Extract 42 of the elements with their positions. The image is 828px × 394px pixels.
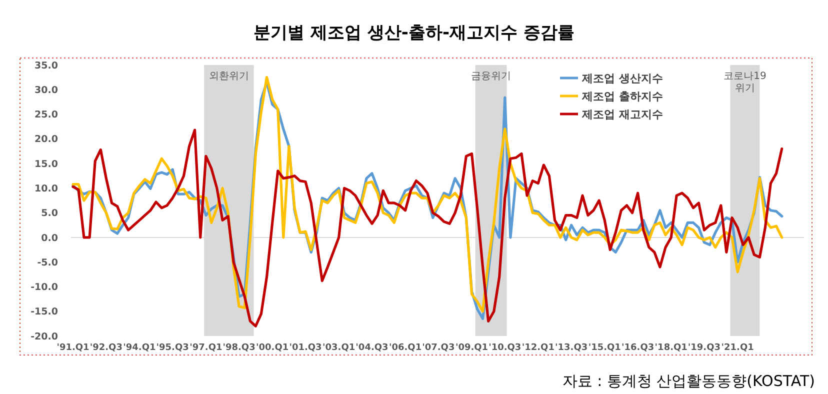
- y-tick-label: -10.0: [30, 282, 58, 294]
- x-tick-label: '97.Q1: [190, 343, 222, 353]
- legend-label: 제조업 출하지수: [581, 90, 663, 103]
- text: 자료 : 통계청 산업활동동향(KOSTAT): [562, 372, 815, 390]
- legend-label: 제조업 생산지수: [581, 72, 663, 85]
- x-tick-label: '94.Q1: [123, 343, 156, 353]
- x-tick-label: '00.Q1: [256, 343, 289, 353]
- line-series: [72, 128, 784, 328]
- x-tick-label: '07.Q3: [422, 343, 455, 353]
- x-tick-label: '10.Q3: [488, 343, 522, 353]
- y-tick-label: 20.0: [34, 134, 58, 146]
- x-tick-label: '03.Q1: [322, 343, 356, 353]
- x-tick-label: '01.Q3: [289, 343, 322, 353]
- y-tick-label: -15.0: [30, 306, 58, 318]
- x-tick-label: '21.Q1: [721, 343, 754, 353]
- y-tick-label: -20.0: [30, 331, 58, 342]
- chart-title: 분기별 제조업 생산-출하-재고지수 증감률: [254, 23, 574, 43]
- y-tick-label: 5.0: [41, 208, 58, 220]
- y-tick-label: -5.0: [37, 257, 58, 268]
- x-tick-label: '04.Q3: [356, 343, 388, 353]
- x-tick-label: '15.Q1: [588, 343, 621, 353]
- x-tick-label: '06.Q1: [388, 343, 422, 353]
- y-tick-label: 15.0: [34, 158, 58, 170]
- x-tick-label: '12.Q1: [522, 343, 554, 353]
- x-tick-label: '98.Q3: [222, 343, 256, 353]
- x-tick-label: '95.Q3: [156, 343, 189, 353]
- x-tick-label: '18.Q1: [654, 343, 688, 353]
- band-label: 코로나19 위기: [724, 71, 766, 94]
- x-tick-label: '92.Q3: [90, 343, 122, 353]
- y-tick-label: 25.0: [34, 110, 58, 121]
- y-tick-label: 0.0: [41, 232, 58, 244]
- y-tick-label: 10.0: [34, 184, 58, 195]
- x-tick-label: '91.Q1: [56, 343, 90, 353]
- band-label: 금융위기: [471, 71, 512, 82]
- legend-label: 제조업 재고지수: [581, 108, 663, 121]
- band-label: 외환위기: [208, 71, 249, 82]
- x-tick-label: '19.Q3: [688, 343, 721, 353]
- y-tick-label: 30.0: [34, 84, 58, 96]
- x-tick-label: '13.Q3: [555, 343, 588, 353]
- x-tick-label: '09.Q1: [455, 343, 488, 353]
- x-tick-label: '16.Q3: [622, 343, 654, 353]
- y-tick-label: 35.0: [34, 60, 58, 72]
